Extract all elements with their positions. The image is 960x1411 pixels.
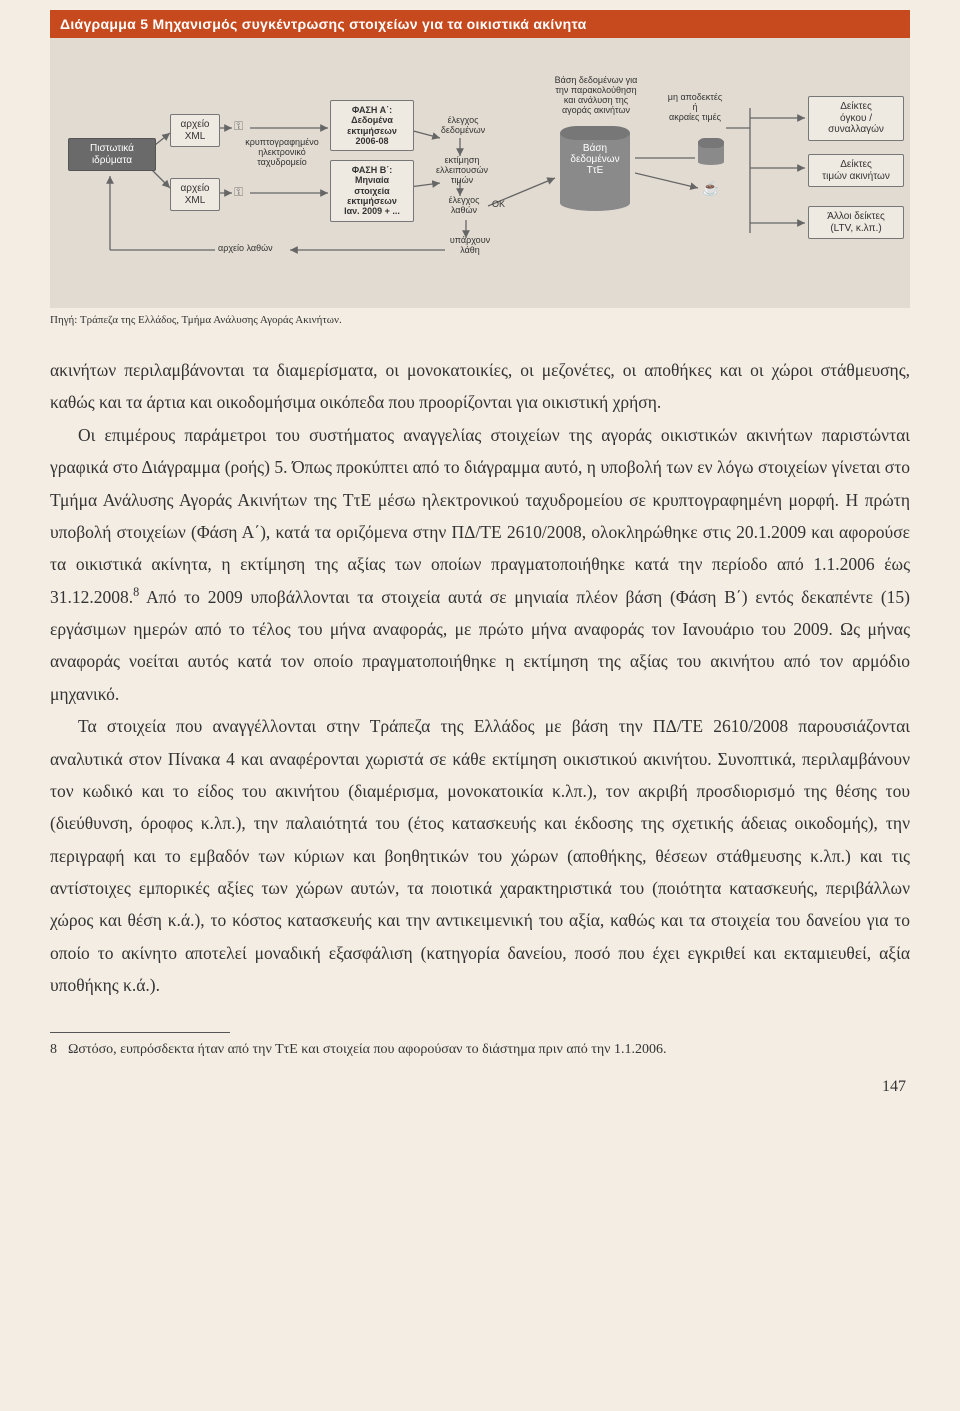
key-icon-2: [234, 186, 243, 200]
node-xml2: αρχείοXML: [170, 178, 220, 211]
footnote-number: 8: [50, 1039, 68, 1060]
node-phase-a: ΦΑΣΗ Α΄:Δεδομέναεκτιμήσεων2006-08: [330, 100, 414, 151]
cup-icon: ☕: [702, 180, 719, 196]
node-error-file: αρχείο λαθών: [218, 244, 273, 254]
node-out-volume: Δείκτεςόγκου /συναλλαγών: [808, 96, 904, 141]
figure-source: Πηγή: Τράπεζα της Ελλάδος, Τμήμα Ανάλυση…: [50, 314, 910, 326]
node-phase-b: ΦΑΣΗ Β΄:ΜηνιαίαστοιχείαεκτιμήσεωνΙαν. 20…: [330, 160, 414, 222]
paragraph-2b: Από το 2009 υποβάλλονται τα στοιχεία αυτ…: [50, 587, 910, 704]
paragraph-2a: Οι επιμέρους παράμετροι του συστήματος α…: [50, 425, 910, 607]
key-icon-1: [234, 120, 243, 134]
flow-diagram: Πιστωτικάιδρύματα αρχείοXML αρχείοXML κρ…: [50, 38, 910, 308]
footnote: 8Ωστόσο, ευπρόσδεκτα ήταν από την ΤτΕ κα…: [50, 1039, 910, 1060]
paragraph-1: ακινήτων περιλαμβάνονται τα διαμερίσματα…: [50, 354, 910, 419]
node-have-errors: υπάρχουνλάθη: [448, 236, 492, 256]
node-encrypted: κρυπτογραφημένοηλεκτρονικόταχυδρομείο: [240, 138, 324, 168]
page-number: 147: [50, 1078, 910, 1096]
node-reject: μη αποδεκτέςήακραίες τιμές: [662, 93, 728, 123]
node-out-other: Άλλοι δείκτες(LTV, κ.λπ.): [808, 206, 904, 239]
footnote-rule: [50, 1032, 230, 1033]
node-institutions: Πιστωτικάιδρύματα: [68, 138, 156, 171]
footnote-text: Ωστόσο, ευπρόσδεκτα ήταν από την ΤτΕ και…: [68, 1042, 667, 1057]
db-cylinder: ΒάσηδεδομένωνΤτΕ: [560, 126, 630, 211]
reject-cylinder: [698, 138, 724, 165]
paragraph-3: Τα στοιχεία που αναγγέλλονται στην Τράπε…: [50, 710, 910, 1001]
node-xml1: αρχείοXML: [170, 114, 220, 147]
node-check-err: έλεγχοςλαθών: [442, 196, 486, 216]
node-out-prices: Δείκτεςτιμών ακινήτων: [808, 154, 904, 187]
figure-title: Διάγραμμα 5 Μηχανισμός συγκέντρωσης στοι…: [50, 10, 910, 38]
db-caption: Βάση δεδομένων γιατην παρακολούθησηκαι α…: [548, 76, 644, 116]
node-check-data: έλεγχοςδεδομένων: [438, 116, 488, 136]
node-estimate: εκτίμησηελλειπουσώντιμών: [432, 156, 492, 186]
node-ok: ΟΚ: [492, 200, 505, 210]
paragraph-2: Οι επιμέρους παράμετροι του συστήματος α…: [50, 419, 910, 710]
